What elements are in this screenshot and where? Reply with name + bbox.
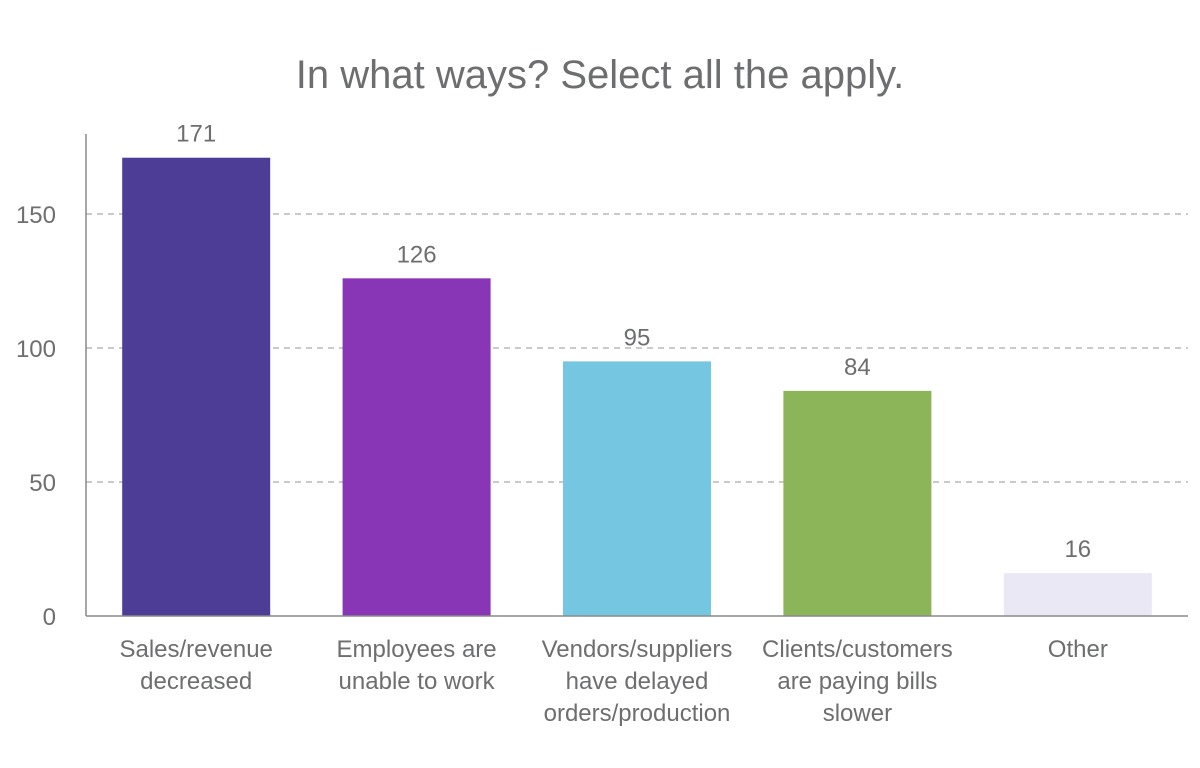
bars	[122, 157, 1152, 616]
bar-value-label: 84	[844, 354, 871, 381]
x-category-label: Sales/revenue decreased	[119, 636, 272, 695]
x-category-label: Vendors/suppliers have delayed orders/prod…	[542, 636, 733, 727]
bar-2	[342, 278, 491, 616]
bar-value-label: 126	[397, 241, 437, 268]
bar-value-label: 16	[1064, 536, 1091, 563]
y-tick-label: 50	[29, 470, 56, 497]
y-tick-label: 150	[16, 202, 56, 229]
x-category-label: Clients/customers are paying bills slower	[762, 636, 953, 727]
bar-3	[563, 361, 711, 616]
y-tick-label: 0	[43, 604, 56, 631]
x-category-label: Employees are unable to work	[337, 636, 497, 695]
labels: 0 50 100 150 171 Sales/revenue decreased 126 Emp…	[16, 121, 1108, 727]
bar-value-label: 95	[624, 324, 651, 351]
bar-1	[122, 157, 271, 616]
chart-title: In what ways? Select all the apply.	[296, 53, 904, 97]
bar-4	[783, 390, 932, 616]
y-tick-label: 100	[16, 336, 56, 363]
x-category-label: Other	[1048, 636, 1108, 663]
bar-5	[1003, 573, 1152, 616]
bar-value-label: 171	[176, 121, 216, 148]
axes	[85, 134, 1188, 617]
